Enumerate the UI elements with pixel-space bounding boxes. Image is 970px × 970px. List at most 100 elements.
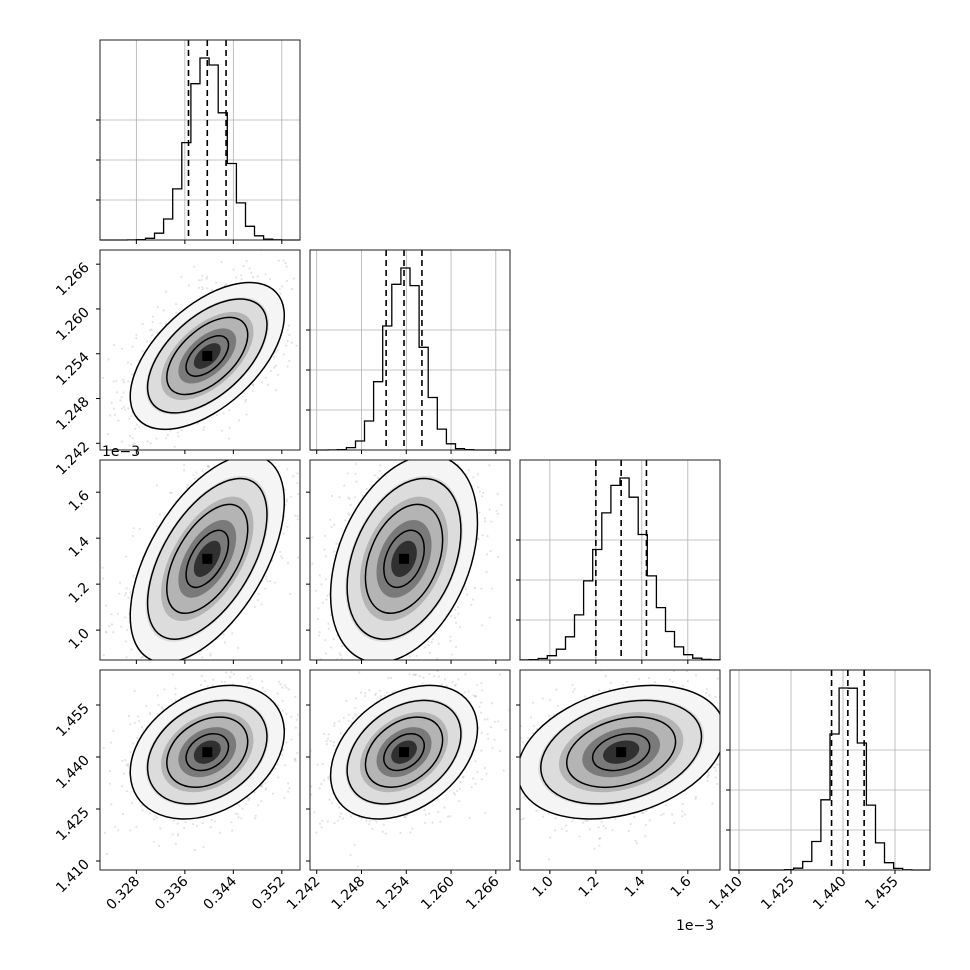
scatter-point	[393, 662, 395, 664]
scatter-point	[155, 437, 158, 440]
scatter-point	[273, 355, 276, 358]
scatter-point	[465, 473, 468, 476]
scatter-point	[274, 767, 277, 770]
scatter-point	[458, 401, 460, 403]
scatter-point	[488, 464, 491, 467]
scatter-point	[176, 834, 180, 837]
scatter-point	[213, 654, 215, 656]
scatter-point	[279, 683, 282, 686]
scatter-point	[376, 437, 378, 439]
scatter-point	[288, 359, 291, 362]
scatter-point	[291, 407, 293, 409]
scatter-point	[124, 616, 127, 619]
scatter-point	[457, 606, 460, 609]
scatter-point	[117, 671, 119, 673]
scatter-point	[304, 665, 306, 667]
scatter-point	[119, 399, 122, 402]
scatter-point	[410, 439, 412, 441]
scatter-point	[354, 462, 357, 465]
scatter-point	[288, 333, 291, 337]
contour-line	[146, 477, 268, 640]
scatter-point	[271, 792, 275, 795]
scatter-point	[248, 797, 251, 800]
scatter-point	[454, 608, 457, 611]
scatter-point	[240, 278, 243, 281]
scatter-point	[318, 631, 321, 634]
scatter-point	[307, 306, 309, 308]
scatter-point	[102, 376, 105, 379]
scatter-point	[113, 413, 116, 416]
scatter-point	[481, 495, 484, 498]
contour-line	[129, 281, 286, 431]
scatter-point	[110, 741, 113, 744]
scatter-point	[480, 587, 483, 590]
scatter-point	[223, 641, 226, 644]
scatter-point	[284, 344, 288, 347]
scatter-point	[307, 303, 309, 305]
scatter-point	[183, 469, 186, 472]
scatter-point	[257, 599, 260, 602]
scatter-point	[295, 656, 297, 658]
scatter-point	[104, 630, 107, 633]
scatter-point	[292, 475, 295, 478]
scatter-point	[329, 518, 332, 521]
scatter-point	[202, 428, 205, 431]
scatter-point	[285, 686, 288, 689]
scatter-point	[301, 591, 303, 593]
scatter-point	[302, 469, 304, 471]
scatter-point	[365, 678, 367, 680]
scatter-point	[112, 380, 115, 383]
scatter-point	[126, 628, 129, 632]
scatter-point	[277, 776, 280, 779]
scatter-point	[318, 574, 321, 577]
scatter-point	[106, 432, 109, 436]
scatter-point	[138, 425, 141, 428]
scatter-point	[212, 678, 215, 681]
scatter-point	[131, 437, 134, 440]
scatter-point	[123, 772, 126, 775]
scatter-point	[324, 652, 328, 655]
scatter-point	[290, 495, 293, 498]
scatter-point	[477, 415, 479, 417]
scatter-point	[244, 400, 247, 403]
scatter-point	[279, 455, 281, 457]
scatter-point	[274, 455, 276, 457]
scatter-point	[134, 427, 137, 430]
scatter-point	[434, 632, 437, 636]
scatter-point	[244, 398, 247, 401]
scatter-point	[365, 487, 368, 490]
scatter-point	[265, 575, 268, 578]
scatter-point	[122, 378, 125, 381]
scatter-point	[287, 324, 291, 327]
panel-3-0	[99, 654, 302, 871]
scatter-point	[301, 504, 303, 506]
scatter-point	[120, 396, 123, 399]
scatter-point	[213, 663, 215, 665]
scatter-point	[130, 648, 133, 651]
scatter-point	[304, 515, 306, 517]
scatter-point	[454, 616, 457, 619]
scatter-point	[264, 458, 266, 460]
scatter-point	[125, 674, 127, 676]
scatter-point	[199, 684, 202, 687]
scatter-point	[166, 434, 169, 437]
scatter-point	[300, 685, 302, 687]
scatter-point	[115, 379, 118, 382]
scatter-point	[190, 674, 192, 676]
scatter-point	[94, 414, 96, 416]
scatter-point	[164, 437, 168, 440]
scatter-point	[354, 496, 357, 499]
scatter-point	[279, 384, 281, 386]
scatter-point	[333, 523, 336, 526]
scatter-point	[332, 637, 335, 641]
scatter-point	[451, 653, 454, 656]
scatter-point	[112, 407, 115, 410]
scatter-point	[235, 276, 238, 279]
scatter-point	[170, 491, 173, 494]
scatter-point	[152, 818, 155, 821]
scatter-point	[280, 555, 283, 558]
scatter-point	[384, 671, 386, 673]
scatter-point	[228, 426, 231, 429]
scatter-point	[432, 638, 435, 641]
contour-line	[383, 529, 425, 589]
